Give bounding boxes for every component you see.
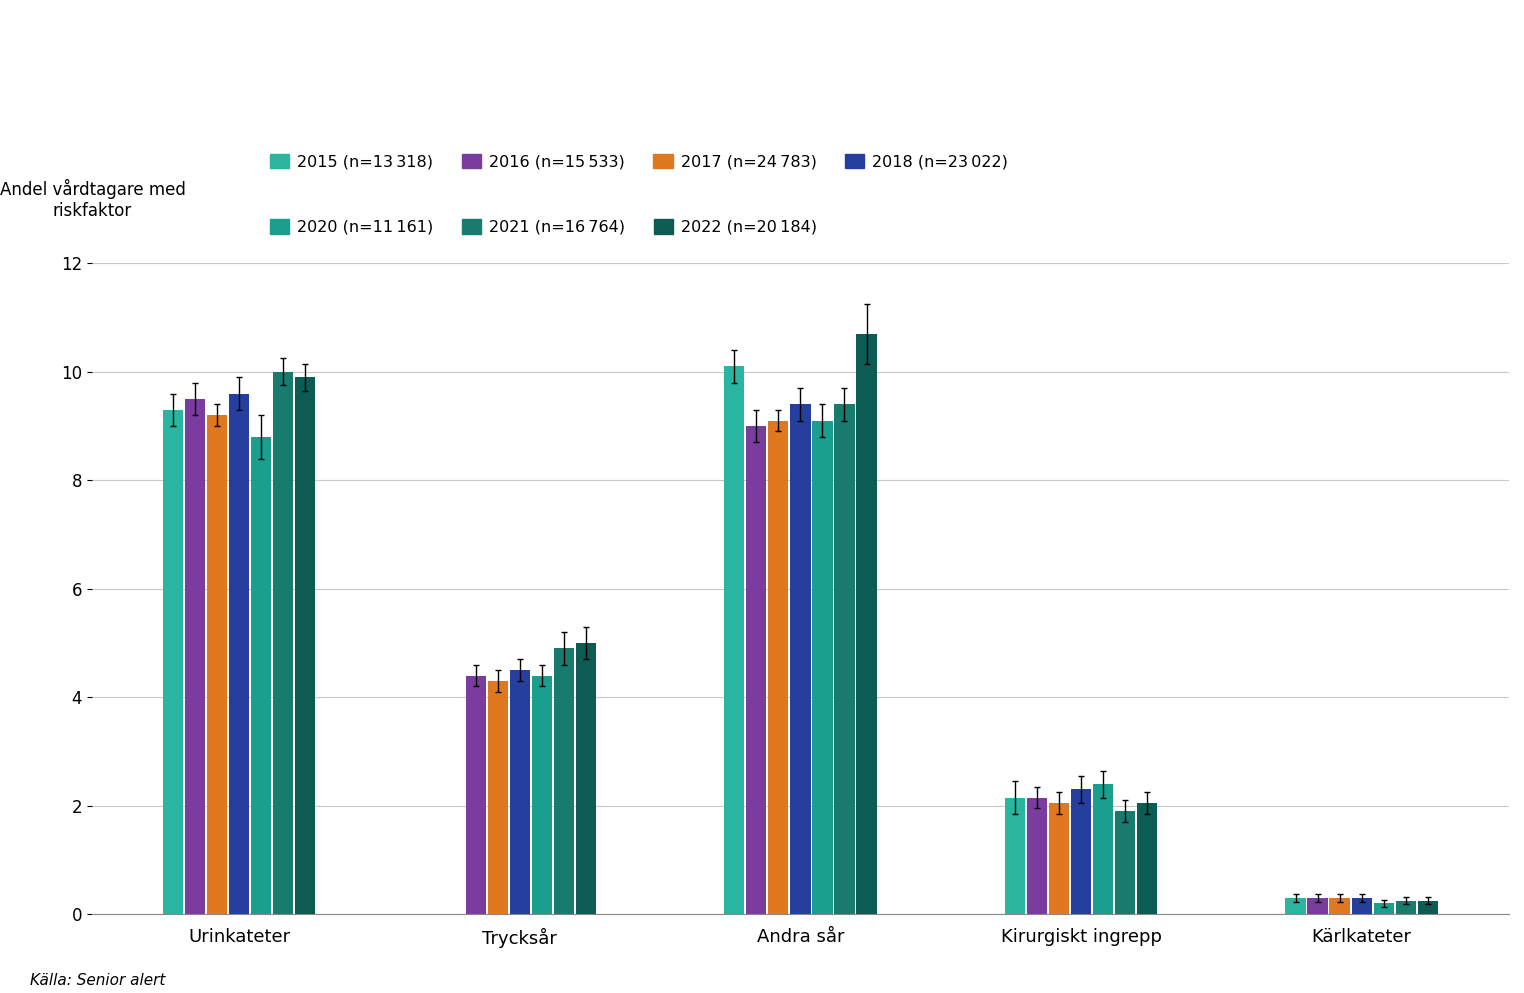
Bar <box>1396 901 1416 915</box>
Bar <box>532 675 552 915</box>
Bar <box>251 437 271 915</box>
Bar <box>856 334 876 915</box>
Bar <box>1417 901 1439 915</box>
Bar <box>488 681 507 915</box>
Bar <box>768 421 788 915</box>
Bar <box>812 421 832 915</box>
Text: Andel vårdtagare med
riskfaktor: Andel vårdtagare med riskfaktor <box>0 179 186 219</box>
Bar <box>1027 797 1047 915</box>
Bar <box>834 404 855 915</box>
Bar <box>296 377 315 915</box>
Legend: 2020 (n=11 161), 2021 (n=16 764), 2022 (n=20 184): 2020 (n=11 161), 2021 (n=16 764), 2022 (… <box>270 219 817 235</box>
Bar <box>1049 803 1070 915</box>
Bar <box>509 670 530 915</box>
Bar <box>724 366 744 915</box>
Bar <box>465 675 486 915</box>
Bar <box>1373 904 1394 915</box>
Bar <box>1285 898 1306 915</box>
Text: Källa: Senior alert: Källa: Senior alert <box>30 973 166 988</box>
Bar <box>1352 898 1372 915</box>
Bar <box>229 393 250 915</box>
Bar <box>273 371 293 915</box>
Bar <box>1329 898 1350 915</box>
Bar <box>1004 797 1026 915</box>
Bar <box>184 399 206 915</box>
Bar <box>1071 789 1091 915</box>
Bar <box>1093 784 1113 915</box>
Bar <box>791 404 811 915</box>
Bar <box>553 648 575 915</box>
Bar <box>163 410 183 915</box>
Bar <box>576 643 596 915</box>
Bar <box>207 415 227 915</box>
Bar <box>747 426 767 915</box>
Bar <box>1308 898 1327 915</box>
Bar <box>1137 803 1157 915</box>
Bar <box>1116 811 1135 915</box>
